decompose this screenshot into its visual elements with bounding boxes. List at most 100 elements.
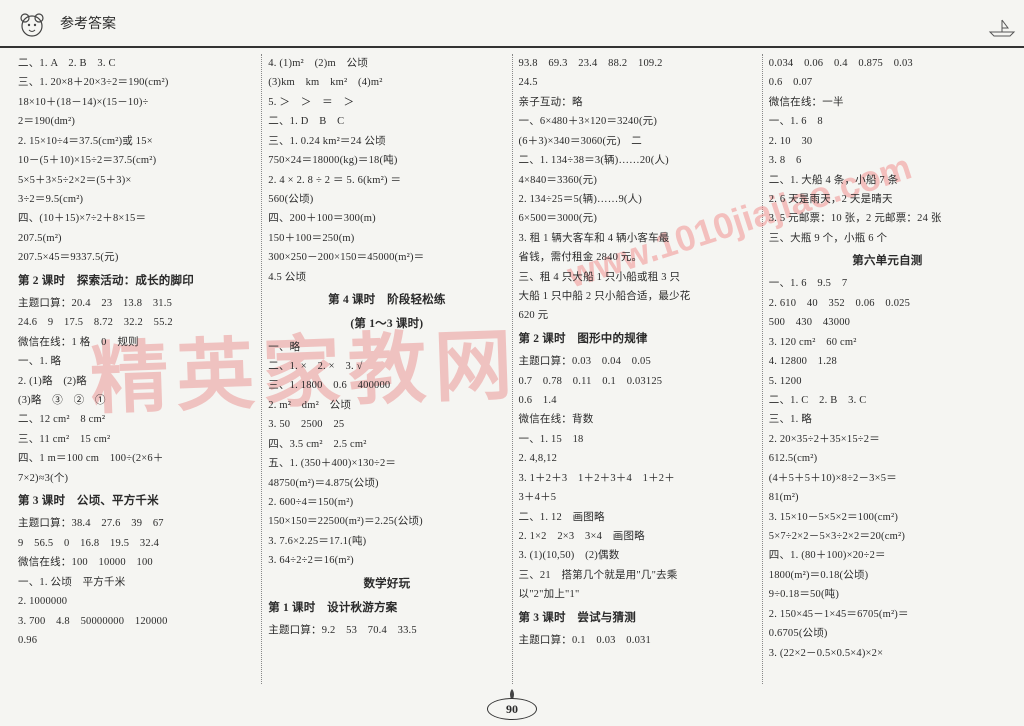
answer-line: 18×10＋(18－14)×(15－10)÷ [18,93,255,112]
answer-line: 2. 610 40 352 0.06 0.025 [769,294,1006,313]
answer-line: 81(m²) [769,488,1006,507]
page-title: 参考答案 [60,13,116,33]
answer-line: 三、1. 1800 0.6 400000 [268,376,505,395]
answer-line: 四、200＋100＝300(m) [268,209,505,228]
answer-line: 微信在线：100 10000 100 [18,553,255,572]
section-title: 数学好玩 [268,574,505,595]
answer-line: 二、1. 134÷38＝3(辆)……20(人) [519,151,756,170]
answer-line: 0.6705(公顷) [769,624,1006,643]
answer-line: 三、1. 20×8＋20×3÷2＝190(cm²) [18,73,255,92]
section-title: 第 2 课时 探索活动：成长的脚印 [18,271,255,292]
column-1: 二、1. A 2. B 3. C三、1. 20×8＋20×3÷2＝190(cm²… [12,54,261,688]
answer-line: 4×840＝3360(元) [519,171,756,190]
answer-line: 7×2)≈3(个) [18,469,255,488]
answer-line: 3. 64÷2÷2＝16(m²) [268,551,505,570]
answer-line: 3. 50 2500 25 [268,415,505,434]
answer-line: 0.6 0.07 [769,73,1006,92]
answer-line: 三、1. 略 [769,410,1006,429]
answer-line: 24.5 [519,73,756,92]
answer-line: 一、1. 公顷 平方千米 [18,573,255,592]
answer-line: 二、1. 大船 4 条，小船 7 条 [769,171,1006,190]
answer-line: 三、租 4 只大船 1 只小船或租 3 只 [519,268,756,287]
answer-line: 24.6 9 17.5 8.72 32.2 55.2 [18,313,255,332]
section-title: 第 2 课时 图形中的规律 [519,329,756,350]
answer-line: 150×150＝22500(m²)＝2.25(公顷) [268,512,505,531]
answer-line: 5×7÷2×2－5×3÷2×2＝20(cm²) [769,527,1006,546]
answer-line: 48750(m²)＝4.875(公顷) [268,474,505,493]
header-boat-icon [988,18,1016,38]
section-title: 第 1 课时 设计秋游方案 [268,598,505,619]
section-title: 第 4 课时 阶段轻松练 [268,290,505,311]
answer-line: 四、1. (80＋100)×20÷2＝ [769,546,1006,565]
answer-line: 3. 7.6×2.25＝17.1(吨) [268,532,505,551]
answer-line: 10－(5＋10)×15÷2＝37.5(cm²) [18,151,255,170]
answer-line: 五、1. (350＋400)×130÷2＝ [268,454,505,473]
answer-line: 9÷0.18＝50(吨) [769,585,1006,604]
answer-line: 150＋100＝250(m) [268,229,505,248]
answer-line: 0.7 0.78 0.11 0.1 0.03125 [519,372,756,391]
answer-line: 大船 1 只中船 2 只小船合适，最少花 [519,287,756,306]
answer-line: 二、1. C 2. B 3. C [769,391,1006,410]
answer-line: 2. 4 × 2. 8 ÷ 2 ＝ 5. 6(km²) ＝ [268,171,505,190]
answer-line: 二、1. A 2. B 3. C [18,54,255,73]
answer-line: 560(公顷) [268,190,505,209]
answer-line: 3. (1)(10,50) (2)偶数 [519,546,756,565]
answer-line: 3÷2＝9.5(cm²) [18,190,255,209]
answer-line: 612.5(cm²) [769,449,1006,468]
answer-line: 3. 5 元邮票：10 张，2 元邮票：24 张 [769,209,1006,228]
answer-line: 一、1. 6 9.5 7 [769,274,1006,293]
answer-line: 5. ＞ ＞ ＝ ＞ [268,93,505,112]
answer-line: 二、1. 12 画图略 [519,508,756,527]
answer-line: 主题口算：20.4 23 13.8 31.5 [18,294,255,313]
answer-line: 2. 1×2 2×3 3×4 画图略 [519,527,756,546]
answer-line: 620 元 [519,306,756,325]
answer-line: 四、1 m＝100 cm 100÷(2×6＋ [18,449,255,468]
answer-line: 2. 10 30 [769,132,1006,151]
answer-line: 以"2"加上"1" [519,585,756,604]
answer-line: 2. (1)略 (2)略 [18,372,255,391]
answer-line: 3. 租 1 辆大客车和 4 辆小客车最 [519,229,756,248]
answer-line: (4＋5＋5＋10)×8÷2－3×5＝ [769,469,1006,488]
answer-line: 微信在线：1 格 0 规则 [18,333,255,352]
answer-line: 0.034 0.06 0.4 0.875 0.03 [769,54,1006,73]
answer-line: 主题口算：9.2 53 70.4 33.5 [268,621,505,640]
answer-line: 省钱，需付租金 2840 元。 [519,248,756,267]
answer-line: 3. 15×10－5×5×2＝100(cm²) [769,508,1006,527]
answer-line: 二、12 cm² 8 cm² [18,410,255,429]
answer-line: 9 56.5 0 16.8 19.5 32.4 [18,534,255,553]
answer-line: 2. 134÷25＝5(辆)……9(人) [519,190,756,209]
answer-line: 6×500＝3000(元) [519,209,756,228]
answer-line: 2. 15×10÷4＝37.5(cm²)或 15× [18,132,255,151]
answer-line: 2. m² dm² 公顷 [268,396,505,415]
answer-line: 2. 4,8,12 [519,449,756,468]
answer-line: 1800(m²)＝0.18(公顷) [769,566,1006,585]
answer-line: 500 430 43000 [769,313,1006,332]
answer-line: 5. 1200 [769,372,1006,391]
answer-line: 4.5 公顷 [268,268,505,287]
answer-line: 一、略 [268,338,505,357]
answer-line: 750×24＝18000(kg)＝18(吨) [268,151,505,170]
answer-line: 4. (1)m² (2)m 公顷 [268,54,505,73]
answer-line: 3＋4＋5 [519,488,756,507]
answer-line: 4. 12800 1.28 [769,352,1006,371]
answer-line: 主题口算：0.03 0.04 0.05 [519,352,756,371]
answer-line: (6＋3)×340＝3060(元) 二 [519,132,756,151]
answer-line: 三、21 搭第几个就是用"几"去乘 [519,566,756,585]
column-4: 0.034 0.06 0.4 0.875 0.030.6 0.07微信在线：一半… [763,54,1012,688]
content-columns: 二、1. A 2. B 3. C三、1. 20×8＋20×3÷2＝190(cm²… [0,48,1024,688]
answer-line: 微信在线：一半 [769,93,1006,112]
section-title: 第 3 课时 尝试与猜测 [519,608,756,629]
answer-line: 3. 8 6 [769,151,1006,170]
answer-line: 0.96 [18,631,255,650]
answer-line: 2. 6 天是雨天，2 天是晴天 [769,190,1006,209]
answer-line: 207.5×45＝9337.5(元) [18,248,255,267]
section-title: (第 1～3 课时) [268,314,505,335]
answer-line: 三、1. 0.24 km²＝24 公顷 [268,132,505,151]
section-title: 第六单元自测 [769,251,1006,272]
answer-line: 二、1. D B C [268,112,505,131]
answer-line: 三、大瓶 9 个，小瓶 6 个 [769,229,1006,248]
answer-line: 3. 120 cm² 60 cm² [769,333,1006,352]
column-3: 93.8 69.3 23.4 88.2 109.224.5亲子互动：略一、6×4… [513,54,762,688]
answer-line: 亲子互动：略 [519,93,756,112]
answer-line: 二、1. × 2. × 3. √ [268,357,505,376]
